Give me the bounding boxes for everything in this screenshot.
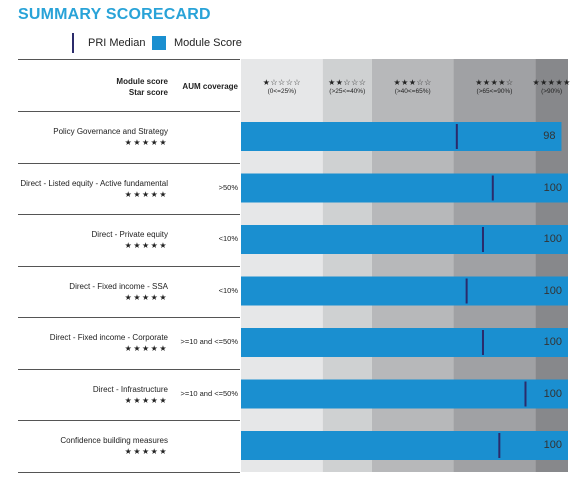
median-line	[498, 433, 501, 458]
median-line-swatch	[72, 33, 74, 53]
band-range: (>65<=90%)	[476, 88, 513, 95]
row-star-score: ★★★★★	[124, 344, 168, 353]
band-stars: ★★★★☆	[475, 78, 514, 87]
row-rule	[18, 471, 240, 473]
band-1	[241, 59, 323, 472]
band-5	[535, 59, 568, 472]
band-2	[322, 59, 372, 472]
score-value-label: 100	[543, 439, 562, 451]
band-4	[453, 59, 536, 472]
row-rule	[18, 265, 240, 267]
median-line	[481, 330, 484, 355]
band-stars: ★★★★★	[532, 78, 571, 87]
median-line	[465, 278, 468, 304]
row-rule	[18, 368, 240, 370]
band-header-3: ★★★☆☆ (>40<=65%)	[373, 78, 453, 96]
header-bottom-rule	[18, 111, 240, 112]
legend-median-label: PRI Median	[88, 37, 146, 49]
row-name: Direct - Fixed income - SSA	[69, 281, 168, 291]
row-star-score: ★★★★★	[124, 189, 168, 199]
band-header-1: ★☆☆☆☆ (0<=25%)	[242, 78, 322, 96]
row-star-score: ★★★★★	[124, 395, 168, 405]
row-aum-coverage: >=10 and <=50%	[180, 337, 238, 346]
legend-score: Module Score	[152, 33, 242, 53]
band-stars: ★★☆☆☆	[328, 78, 367, 87]
header-module-score: Module score	[116, 77, 168, 86]
row-name: Policy Governance and Strategy	[53, 127, 168, 136]
score-bar	[241, 173, 568, 203]
score-value-label: 100	[543, 336, 562, 348]
row-star-score: ★★★★★	[124, 138, 168, 147]
band-header-5: ★★★★★ (>90%)	[512, 78, 578, 96]
row-rule	[18, 317, 240, 318]
chart-title: SUMMARY SCORECARD	[18, 6, 211, 23]
legend-score-label: Module Score	[174, 37, 242, 49]
score-value-label: 100	[543, 181, 562, 194]
header-aum-coverage: AUM coverage	[182, 82, 238, 91]
header-top-rule	[18, 59, 240, 60]
score-bar	[241, 431, 568, 460]
row-aum-coverage: <10%	[218, 285, 238, 295]
band-header-4: ★★★★☆ (>65<=90%)	[454, 78, 534, 96]
header-score-labels: Module score Star score	[60, 76, 168, 98]
header-star-score: Star score	[128, 88, 168, 97]
row-star-score: ★★★★★	[124, 447, 168, 456]
row-name: Direct - Listed equity - Active fundamen…	[20, 178, 168, 188]
band-range: (>90%)	[541, 88, 563, 95]
score-value-label: 100	[543, 387, 562, 400]
median-line	[491, 175, 494, 201]
band-header-2: ★★☆☆☆ (>25<=40%)	[307, 78, 387, 96]
row-rule	[18, 214, 240, 215]
row-star-score: ★★★★★	[124, 241, 168, 250]
score-bar	[241, 379, 568, 409]
score-value-label: 100	[543, 233, 562, 245]
row-name: Confidence building measures	[60, 436, 168, 445]
score-bar	[241, 122, 562, 151]
median-line	[455, 124, 458, 149]
row-aum-coverage: >=10 and <=50%	[180, 388, 238, 398]
row-name: Direct - Fixed income - Corporate	[49, 333, 168, 342]
band-stars: ★★★☆☆	[393, 78, 432, 87]
legend-median: PRI Median	[72, 33, 145, 53]
row-name: Direct - Infrastructure	[92, 384, 168, 394]
row-rule	[18, 162, 240, 164]
median-line	[524, 381, 527, 407]
row-star-score: ★★★★★	[124, 292, 168, 302]
score-value-label: 100	[543, 284, 562, 297]
row-aum-coverage: >50%	[218, 182, 238, 192]
band-range: (>25<=40%)	[329, 88, 366, 95]
score-value-label: 98	[543, 130, 556, 142]
row-aum-coverage: <10%	[218, 234, 238, 243]
score-bar	[241, 225, 568, 254]
band-range: (0<=25%)	[267, 88, 297, 95]
score-bar-swatch	[152, 36, 166, 50]
row-name: Direct - Private equity	[91, 230, 168, 239]
median-line	[481, 227, 484, 252]
band-3	[371, 59, 454, 472]
band-range: (>40<=65%)	[394, 88, 431, 95]
band-stars: ★☆☆☆☆	[262, 78, 302, 87]
row-rule	[18, 420, 240, 421]
score-bar	[241, 328, 568, 357]
score-bar	[241, 276, 568, 306]
